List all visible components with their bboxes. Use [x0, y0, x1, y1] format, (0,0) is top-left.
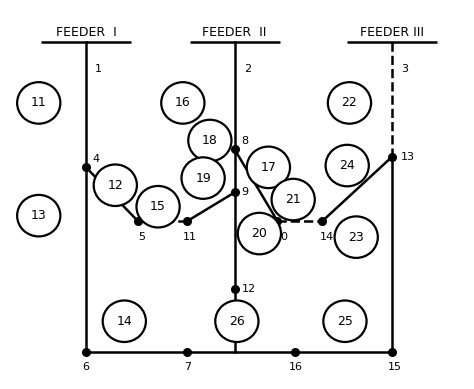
Text: 2: 2 [244, 64, 251, 74]
Text: 24: 24 [339, 159, 355, 172]
Text: 12: 12 [241, 284, 255, 294]
Text: 6: 6 [82, 363, 90, 372]
Ellipse shape [17, 195, 60, 237]
Text: 11: 11 [182, 232, 197, 242]
Ellipse shape [182, 157, 225, 199]
Text: 17: 17 [261, 161, 276, 174]
Text: 15: 15 [150, 200, 166, 213]
Text: 5: 5 [138, 232, 145, 242]
Text: 16: 16 [175, 96, 191, 109]
Ellipse shape [326, 145, 369, 186]
Text: 22: 22 [342, 96, 357, 109]
Text: 11: 11 [31, 96, 46, 109]
Text: FEEDER III: FEEDER III [360, 26, 424, 39]
Text: 10: 10 [275, 232, 289, 242]
Ellipse shape [161, 82, 204, 124]
Text: 25: 25 [337, 315, 353, 328]
Ellipse shape [238, 213, 281, 254]
Ellipse shape [247, 147, 290, 188]
Text: 4: 4 [93, 154, 100, 164]
Text: FEEDER  I: FEEDER I [55, 26, 117, 39]
Text: 7: 7 [184, 363, 191, 372]
Text: 14: 14 [117, 315, 132, 328]
Text: 19: 19 [195, 172, 211, 185]
Text: 16: 16 [288, 363, 302, 372]
Text: 8: 8 [241, 136, 248, 146]
Text: 18: 18 [202, 134, 218, 147]
Ellipse shape [215, 300, 258, 342]
Text: 23: 23 [348, 231, 364, 244]
Text: 20: 20 [252, 227, 267, 240]
Text: 12: 12 [108, 179, 123, 192]
Text: 1: 1 [95, 64, 102, 74]
Ellipse shape [335, 216, 378, 258]
Text: FEEDER  II: FEEDER II [202, 26, 267, 39]
Ellipse shape [328, 82, 371, 124]
Text: 21: 21 [285, 193, 301, 206]
Ellipse shape [94, 165, 137, 206]
Ellipse shape [103, 300, 146, 342]
Text: 13: 13 [401, 152, 415, 161]
Text: 3: 3 [401, 64, 408, 74]
Ellipse shape [272, 179, 315, 220]
Text: 13: 13 [31, 209, 46, 222]
Ellipse shape [188, 120, 231, 161]
Text: 9: 9 [241, 187, 248, 197]
Ellipse shape [323, 300, 366, 342]
Text: 14: 14 [320, 232, 334, 242]
Text: 26: 26 [229, 315, 245, 328]
Text: 15: 15 [387, 363, 401, 372]
Ellipse shape [137, 186, 180, 228]
Ellipse shape [17, 82, 60, 124]
